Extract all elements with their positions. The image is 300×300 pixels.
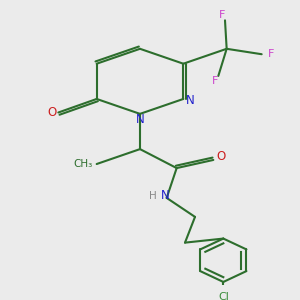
Text: N: N — [186, 94, 194, 107]
Text: F: F — [212, 76, 218, 86]
Text: H: H — [149, 191, 157, 201]
Text: N: N — [136, 113, 145, 126]
Text: N: N — [160, 189, 169, 202]
Text: CH₃: CH₃ — [74, 159, 93, 169]
Text: Cl: Cl — [218, 292, 229, 300]
Text: O: O — [48, 106, 57, 119]
Text: F: F — [268, 49, 274, 59]
Text: F: F — [218, 10, 225, 20]
Text: O: O — [216, 150, 225, 163]
